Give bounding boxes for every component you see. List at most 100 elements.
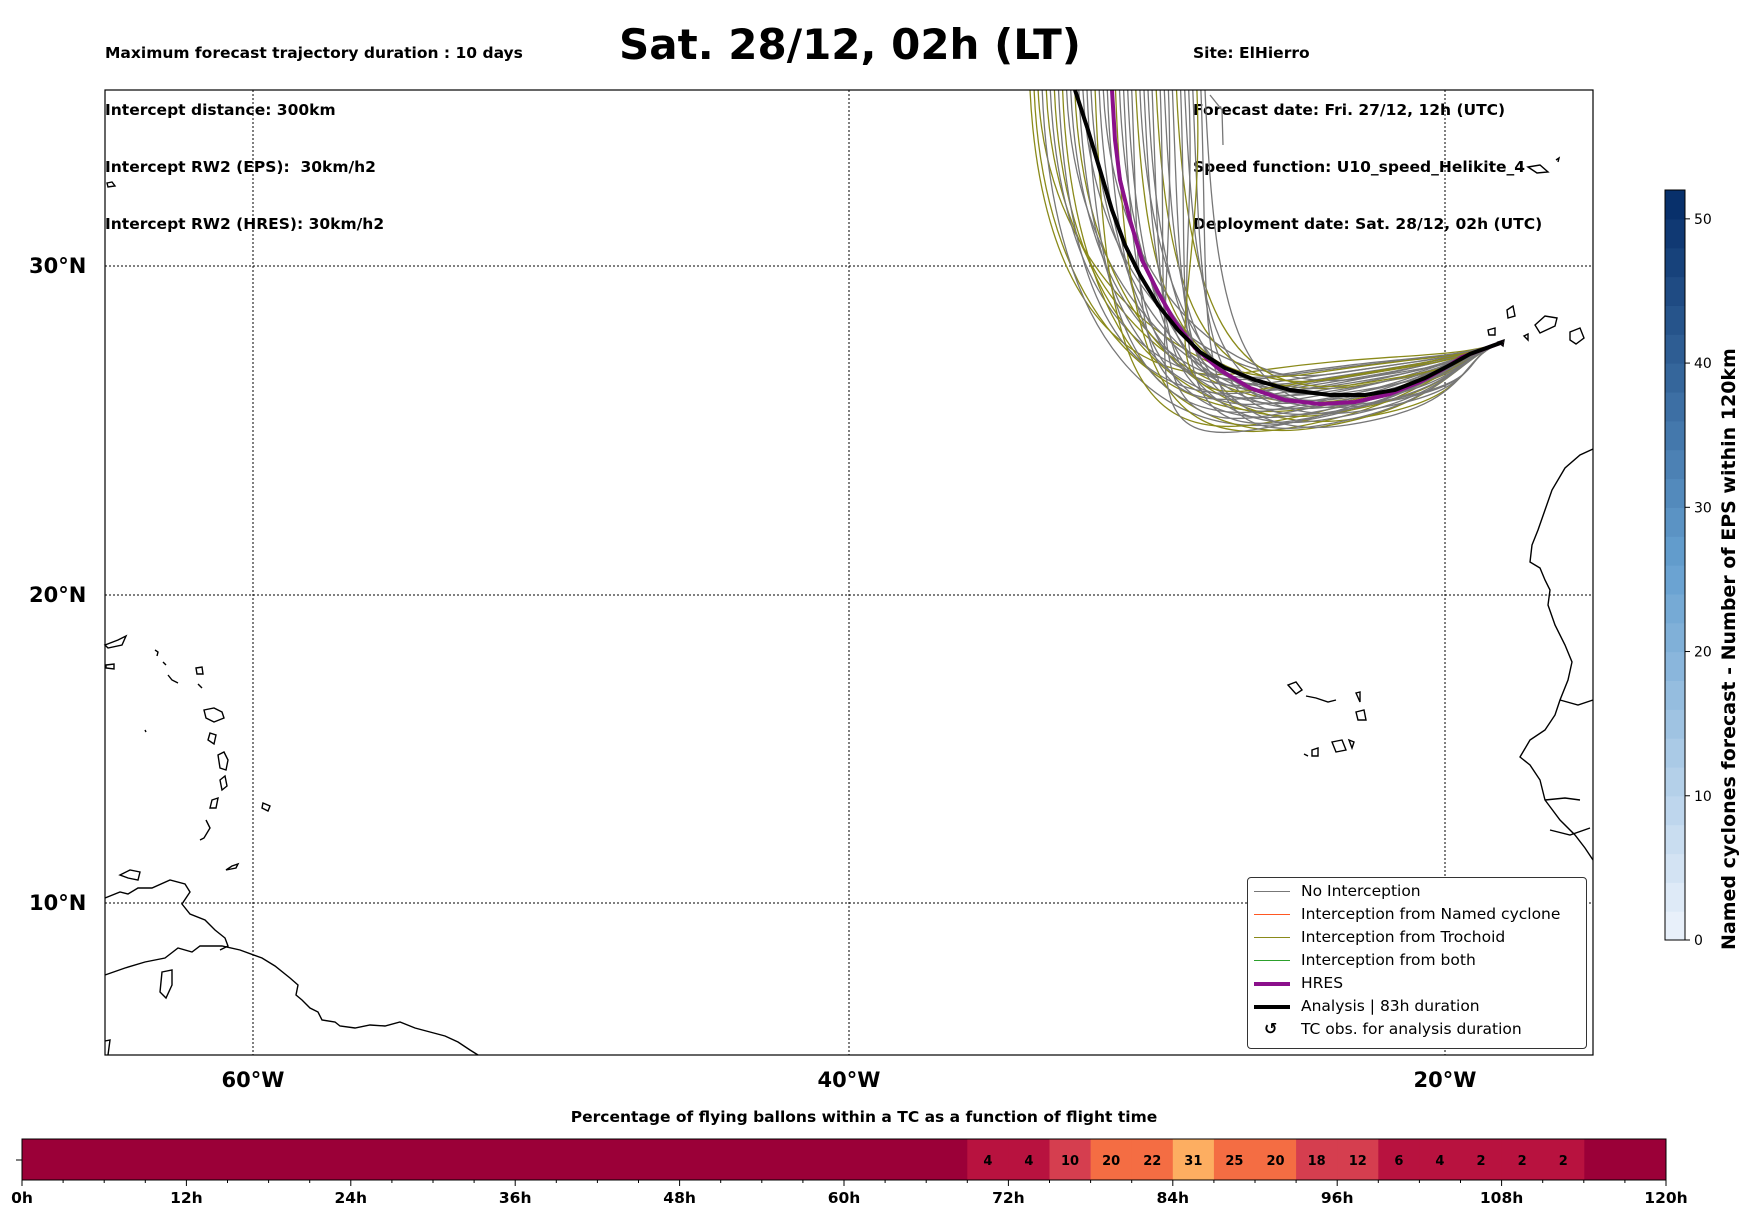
- legend-label: No Interception: [1301, 882, 1421, 900]
- timeline-cell-label: 2: [1518, 1154, 1527, 1169]
- island-coast: [217, 751, 229, 771]
- eps-trajectories: [1029, 89, 1504, 434]
- timeline-cell: [1501, 1139, 1544, 1180]
- colorbar-segment: [1665, 507, 1685, 537]
- island-coast: [1506, 304, 1516, 319]
- colorbar-segment: [1665, 363, 1685, 393]
- timeline-cell-label: 12: [1349, 1154, 1367, 1169]
- island-coast: [1534, 315, 1558, 334]
- timeline-cell: [1090, 1139, 1133, 1180]
- legend-swatch: [1254, 960, 1290, 961]
- timeline-tick-label: 36h: [499, 1189, 532, 1207]
- colorbar-tick-label: 20: [1694, 645, 1712, 661]
- main-title: Sat. 28/12, 02h (LT): [619, 20, 1081, 69]
- eps-track-trochoid: [1135, 89, 1504, 378]
- eps-track-no-interception: [1184, 89, 1504, 402]
- timeline-tick-label: 12h: [170, 1189, 203, 1207]
- header-left-line: Intercept RW2 (EPS): 30km/h2: [105, 158, 376, 176]
- map-legend: No Interception Interception from Named …: [1247, 877, 1587, 1049]
- timeline-tick-label: 48h: [663, 1189, 696, 1207]
- legend-label: HRES: [1301, 974, 1344, 992]
- timeline-cell: [1131, 1139, 1174, 1180]
- colorbar-segment: [1665, 420, 1685, 451]
- timeline-cell: [1337, 1139, 1379, 1180]
- timeline-cell-label: 2: [1559, 1154, 1568, 1169]
- legend-item-trochoid: Interception from Trochoid: [1248, 927, 1586, 949]
- coastline-west-africa: [1544, 797, 1581, 801]
- timeline-tick-label: 72h: [992, 1189, 1025, 1207]
- timeline-ticks: 0h 12h 24h 36h 48h 60h 72h 84h 96h 108h 120h: [11, 1180, 1688, 1207]
- header-left-line: Intercept distance: 300km: [105, 101, 336, 119]
- island-coast: [154, 649, 159, 657]
- legend-item-analysis: Analysis | 83h duration: [1248, 996, 1586, 1018]
- colorbar-segment: [1665, 622, 1685, 653]
- timeline-cell: [1008, 1139, 1050, 1180]
- timeline-cell-label: 10: [1061, 1154, 1079, 1169]
- timeline-tick-label: 108h: [1480, 1189, 1523, 1207]
- colorbar-tick-label: 40: [1694, 356, 1712, 372]
- island-coast: [1331, 739, 1347, 753]
- island-coast: [1555, 156, 1561, 163]
- legend-swatch: [1254, 1005, 1290, 1009]
- timeline-cell: [1542, 1139, 1585, 1180]
- legend-label: TC obs. for analysis duration: [1301, 1020, 1522, 1038]
- timeline-cell-label: 20: [1267, 1154, 1285, 1169]
- timeline-cell-label: 4: [1024, 1154, 1033, 1169]
- timeline-tick-label: 120h: [1644, 1189, 1687, 1207]
- lat-label-30n: 30°N: [29, 254, 86, 278]
- legend-item-both: Interception from both: [1248, 950, 1586, 972]
- colorbar-segment: [1665, 738, 1685, 768]
- legend-label: Interception from both: [1301, 951, 1476, 969]
- island-coast: [167, 674, 179, 684]
- island-coast: [203, 707, 225, 723]
- timeline-cell-label: 2: [1477, 1154, 1486, 1169]
- timeline-cell-label: 4: [983, 1154, 992, 1169]
- colorbar-segment: [1665, 478, 1685, 508]
- header-left-line: Intercept RW2 (HRES): 30km/h2: [105, 215, 385, 233]
- eps-track-no-interception: [1186, 89, 1504, 379]
- timeline-cell: [967, 1139, 1009, 1180]
- island-coast: [144, 729, 147, 733]
- coastline-west-africa: [1519, 448, 1594, 861]
- analysis-trajectory: [1073, 89, 1504, 397]
- timeline-cell-label: 25: [1225, 1154, 1243, 1169]
- colorbar-segment: [1665, 536, 1685, 566]
- timeline-cell-label: 4: [1435, 1154, 1444, 1169]
- legend-swatch: [1254, 891, 1290, 892]
- island-coast: [1286, 681, 1304, 695]
- coastline-venezuela: [104, 879, 229, 951]
- timeline-tick-label: 24h: [334, 1189, 367, 1207]
- island-coast: [103, 634, 128, 649]
- island-coast: [219, 774, 228, 792]
- coastline-south-america: [104, 945, 479, 1056]
- island-coast: [1355, 709, 1367, 721]
- eps-track-trochoid: [1184, 89, 1504, 393]
- legend-label: Analysis | 83h duration: [1301, 997, 1480, 1015]
- island-coast: [1569, 327, 1585, 345]
- island-coast: [159, 969, 173, 1000]
- header-right-line: Speed function: U10_speed_Helikite_4: [1193, 158, 1526, 176]
- eps-track-no-interception: [1122, 89, 1504, 387]
- island-coast: [225, 862, 240, 871]
- colorbar-label: Named cyclones forecast - Number of EPS …: [1718, 348, 1740, 950]
- header-right-line: Forecast date: Fri. 27/12, 12h (UTC): [1193, 101, 1506, 119]
- colorbar-segment: [1665, 882, 1685, 912]
- legend-swatch: [1254, 914, 1290, 915]
- map-frame: [104, 89, 1594, 1056]
- island-coast: [197, 683, 203, 689]
- timeline-tick-label: 84h: [1156, 1189, 1189, 1207]
- colorbar-segment: [1665, 824, 1685, 855]
- colorbar-segment: [1665, 853, 1685, 883]
- timeline-cell-label: 6: [1394, 1154, 1403, 1169]
- lon-label-60w: 60°W: [222, 1068, 285, 1092]
- timeline-cell: [1378, 1139, 1420, 1180]
- colorbar-segment: [1665, 247, 1685, 278]
- legend-item-named-cyclone: Interception from Named cyclone: [1248, 904, 1586, 926]
- colorbar-segment: [1665, 190, 1685, 220]
- eps-track-no-interception: [1192, 89, 1504, 416]
- colorbar-segment: [1665, 651, 1685, 681]
- header-left-info: Maximum forecast trajectory duration : 1…: [105, 6, 523, 253]
- lat-label-20n: 20°N: [29, 583, 86, 607]
- timeline-bar: 4 4 10 20 22 31 25 20 18 12 6 4 2 2 2 0h 12h 24h 36h 48h 60…: [11, 1138, 1688, 1207]
- header-left-line: Maximum forecast trajectory duration : 1…: [105, 44, 523, 62]
